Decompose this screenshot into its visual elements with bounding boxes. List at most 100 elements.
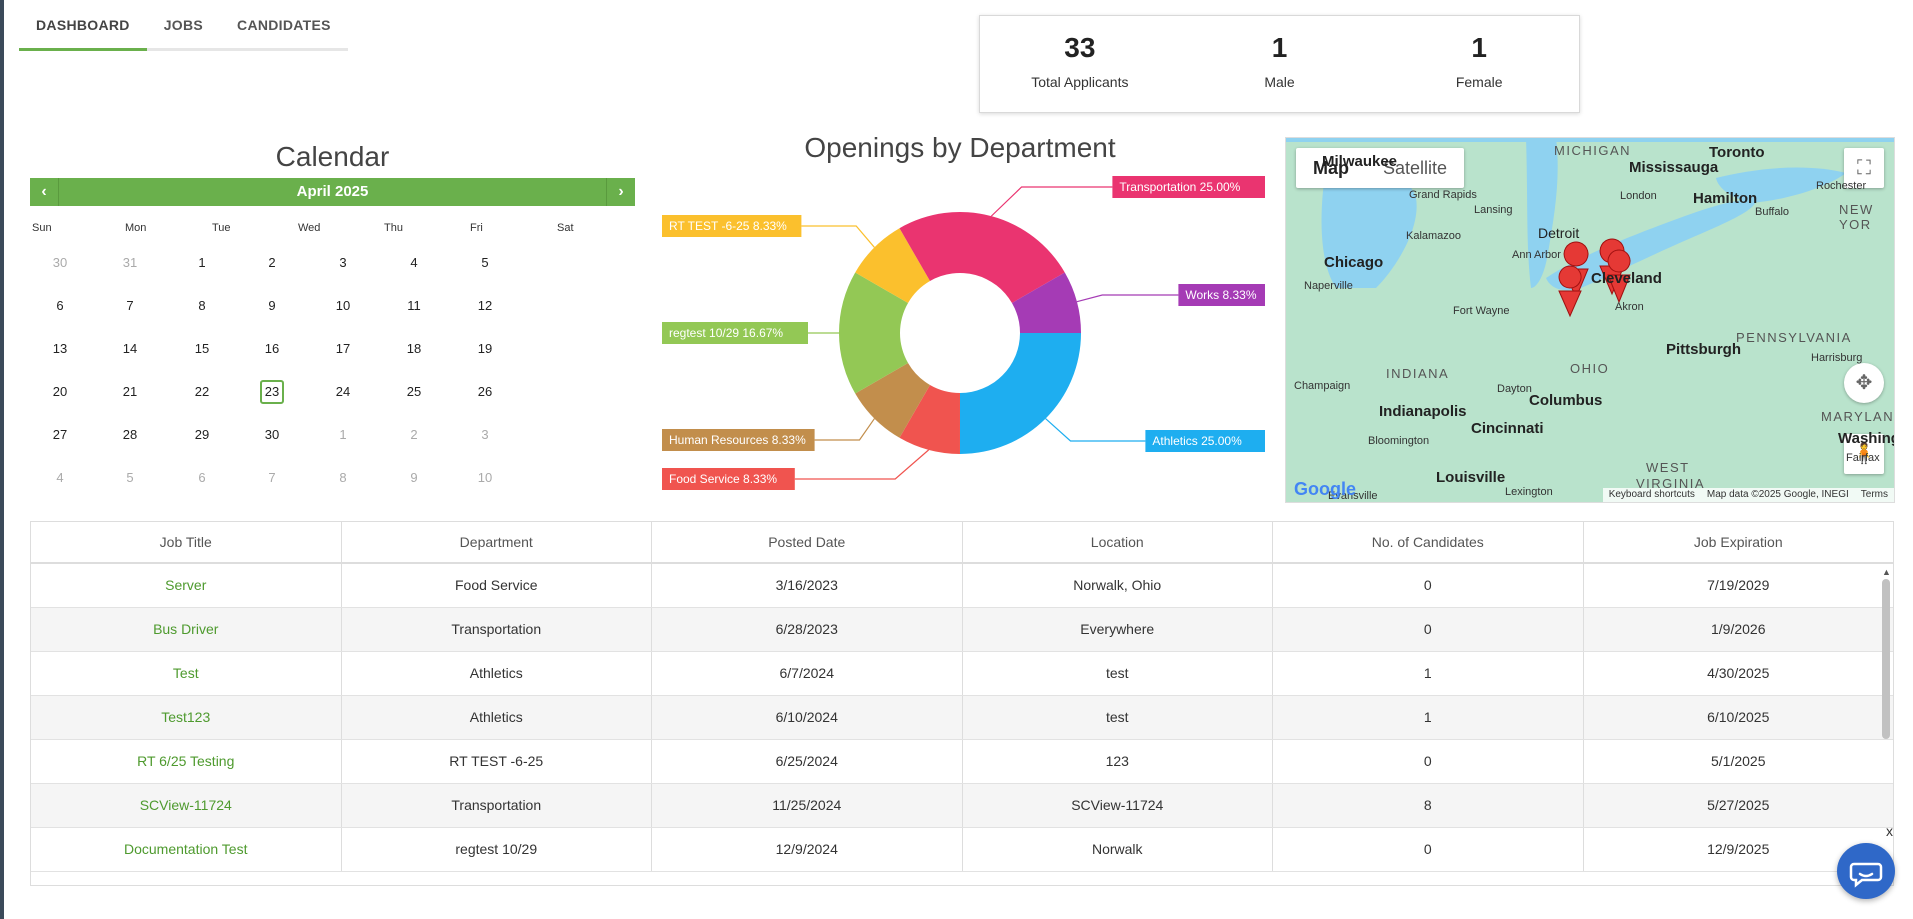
calendar-day[interactable]: 9: [410, 470, 418, 485]
calendar-day[interactable]: 1: [339, 427, 347, 442]
donut-slice-works[interactable]: [1011, 272, 1081, 333]
table-scrollbar[interactable]: ▲: [1882, 567, 1891, 883]
calendar-day[interactable]: 8: [198, 298, 206, 313]
calendar-day[interactable]: 12: [477, 298, 493, 313]
column-header-posted-date[interactable]: Posted Date: [652, 522, 963, 562]
calendar-day[interactable]: 16: [264, 341, 280, 356]
calendar-day[interactable]: 19: [477, 341, 493, 356]
table-row[interactable]: Test Athletics 6/7/2024 test 1 4/30/2025: [31, 652, 1893, 696]
job-title-link[interactable]: Bus Driver: [31, 608, 342, 651]
map-state-label: OHIO: [1570, 361, 1610, 376]
job-title-link[interactable]: SCView-11724: [31, 784, 342, 827]
tab-dashboard[interactable]: DASHBOARD: [19, 10, 147, 51]
scroll-up-icon[interactable]: ▲: [1882, 567, 1891, 577]
calendar-day[interactable]: 17: [335, 341, 351, 356]
job-title-link[interactable]: Server: [31, 564, 342, 607]
close-chat-icon[interactable]: x: [1886, 823, 1893, 839]
calendar-day[interactable]: 3: [339, 255, 347, 270]
calendar-day[interactable]: 22: [194, 384, 210, 399]
calendar-day[interactable]: 9: [268, 298, 276, 313]
calendar-day[interactable]: 4: [410, 255, 418, 270]
job-title-link[interactable]: RT 6/25 Testing: [31, 740, 342, 783]
scrollbar-thumb[interactable]: [1882, 579, 1890, 739]
donut-slice-regtest-10-29[interactable]: [839, 272, 909, 394]
leader-line: [1045, 418, 1146, 442]
applicant-stats-card: 33 Total Applicants 1 Male 1 Female: [979, 15, 1580, 113]
table-cell: 4/30/2025: [1707, 665, 1770, 681]
calendar-day[interactable]: 6: [56, 298, 64, 313]
table-row[interactable]: Server Food Service 3/16/2023 Norwalk, Ohio…: [31, 564, 1893, 608]
calendar-day[interactable]: 25: [406, 384, 422, 399]
tab-jobs[interactable]: JOBS: [163, 17, 204, 33]
map-data-attribution: Map data ©2025 Google, INEGI: [1706, 489, 1849, 500]
tab-candidates[interactable]: CANDIDATES: [237, 17, 331, 33]
table-cell: 12/9/2025: [1707, 841, 1770, 857]
fullscreen-icon[interactable]: ⛶: [1844, 148, 1884, 188]
calendar-day[interactable]: 28: [122, 427, 138, 442]
calendar-day[interactable]: 15: [194, 341, 210, 356]
table-row[interactable]: RT 6/25 Testing RT TEST -6-25 6/25/2024 123…: [31, 740, 1893, 784]
table-cell: Transportation: [342, 608, 652, 651]
calendar-day[interactable]: 5: [481, 255, 489, 270]
donut-slice-transportation[interactable]: [899, 212, 1065, 304]
calendar-day[interactable]: 31: [122, 255, 138, 270]
calendar-day[interactable]: 6: [198, 470, 206, 485]
column-header-no-of-candidates[interactable]: No. of Candidates: [1273, 522, 1584, 562]
table-row[interactable]: Test123 Athletics 6/10/2024 test 1 6/10/2025: [31, 696, 1893, 740]
calendar-day[interactable]: 3: [481, 427, 489, 442]
job-title-link[interactable]: Documentation Test: [31, 828, 342, 871]
satellite-view-button[interactable]: Satellite: [1383, 158, 1448, 178]
table-row[interactable]: SCView-11724 Transportation 11/25/2024 SCVi…: [31, 784, 1893, 828]
calendar-day[interactable]: 24: [335, 384, 351, 399]
donut-slice-athletics[interactable]: [959, 333, 1081, 454]
calendar-day[interactable]: 5: [126, 470, 134, 485]
calendar-day[interactable]: 14: [122, 341, 138, 356]
table-row[interactable]: Bus Driver Transportation 6/28/2023 Everywh…: [31, 608, 1893, 652]
calendar-day[interactable]: 27: [52, 427, 68, 442]
column-header-job-title[interactable]: Job Title: [31, 522, 342, 562]
pegman-icon[interactable]: 🧍: [1844, 434, 1884, 474]
map-pan-control-icon[interactable]: ✥: [1844, 363, 1884, 403]
chevron-left-icon[interactable]: ‹: [30, 178, 59, 206]
slice-label: Human Resources 8.33%: [669, 433, 806, 447]
donut-slice-food-service[interactable]: [899, 384, 960, 454]
calendar-day[interactable]: 2: [268, 255, 276, 270]
job-title-link[interactable]: Test: [31, 652, 342, 695]
keyboard-shortcuts-link[interactable]: Keyboard shortcuts: [1608, 489, 1695, 500]
calendar-day[interactable]: 21: [122, 384, 138, 399]
calendar-day[interactable]: 26: [477, 384, 493, 399]
calendar-day[interactable]: 2: [410, 427, 418, 442]
map-city-label: Louisville: [1436, 469, 1506, 486]
job-title-link[interactable]: Test123: [31, 696, 342, 739]
calendar-day[interactable]: 20: [52, 384, 68, 399]
donut-slice-rt-test-6-25[interactable]: [855, 228, 930, 303]
calendar-day[interactable]: 1: [198, 255, 206, 270]
map-footer: Keyboard shortcuts Map data ©2025 Google…: [1602, 488, 1894, 502]
column-header-job-expiration[interactable]: Job Expiration: [1693, 534, 1783, 550]
calendar-day[interactable]: 8: [339, 470, 347, 485]
table-row[interactable]: Documentation Test regtest 10/29 12/9/2024…: [31, 828, 1893, 872]
calendar-day[interactable]: 29: [194, 427, 210, 442]
map-view-button[interactable]: Map: [1313, 158, 1349, 178]
column-header-department[interactable]: Department: [342, 522, 652, 562]
donut-slice-human-resources[interactable]: [855, 363, 930, 438]
chat-widget-button[interactable]: [1837, 843, 1895, 899]
table-cell: 123: [963, 740, 1273, 783]
calendar-day[interactable]: 11: [407, 298, 421, 313]
calendar-day-today[interactable]: 23: [260, 380, 284, 404]
slice-label: Works 8.33%: [1185, 288, 1256, 302]
calendar-day[interactable]: 7: [126, 298, 134, 313]
calendar-day[interactable]: 10: [477, 470, 493, 485]
terms-link[interactable]: Terms: [1860, 489, 1888, 500]
column-header-location[interactable]: Location: [963, 522, 1273, 562]
job-locations-map[interactable]: Map Satellite ⛶ ✥ 🧍 Milwaukee Grand Rapid…: [1285, 137, 1895, 503]
calendar-day[interactable]: 4: [56, 470, 64, 485]
calendar-day[interactable]: 18: [406, 341, 422, 356]
map-city-label: Washington: [1838, 430, 1894, 447]
calendar-day[interactable]: 30: [52, 255, 68, 270]
chevron-right-icon[interactable]: ›: [606, 178, 635, 206]
calendar-day[interactable]: 13: [52, 341, 68, 356]
calendar-day[interactable]: 10: [335, 298, 351, 313]
calendar-day[interactable]: 30: [264, 427, 280, 442]
calendar-day[interactable]: 7: [268, 470, 276, 485]
